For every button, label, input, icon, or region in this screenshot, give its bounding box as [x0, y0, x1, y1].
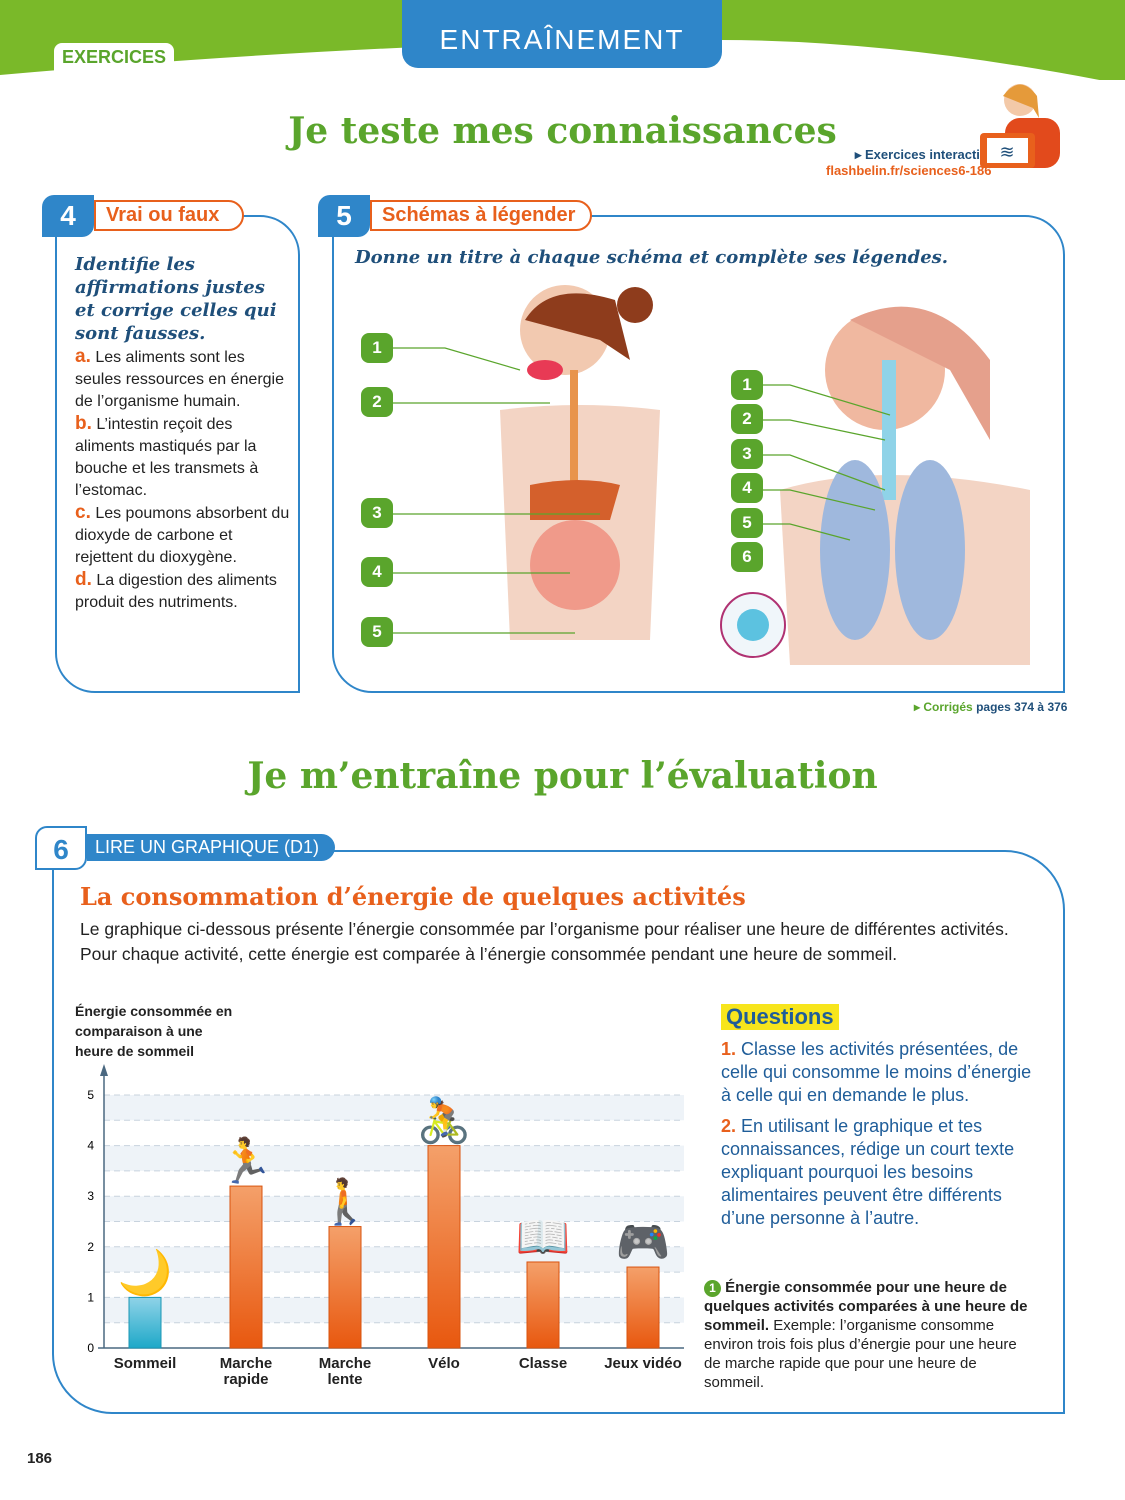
digestive-system-illustration [500, 285, 660, 640]
y-tick-label: 5 [87, 1088, 94, 1102]
y-tick-label: 2 [87, 1240, 94, 1254]
grid-band [104, 1095, 684, 1121]
exercise-title: Vrai ou faux [94, 200, 244, 231]
intro-text: Le graphique ci-dessous présente l’énerg… [80, 919, 1009, 964]
girl-laptop-illustration: ≋ [980, 84, 1060, 168]
caption-number: 1 [704, 1280, 721, 1297]
instruction: Donne un titre à chaque schéma et complè… [355, 247, 949, 268]
wifi-icon: ≋ [999, 142, 1014, 163]
bicycle-icon: 🚴 [417, 1096, 472, 1147]
caption-bold: Énergie consommée pour une heure de quel… [704, 1279, 1028, 1334]
exercise-5-box [332, 215, 1065, 693]
legend-number: 3 [731, 439, 763, 469]
interactive-label: ▸ Exercices interactifs [854, 147, 992, 162]
legend-number: 1 [731, 370, 763, 400]
y-tick-label: 0 [87, 1341, 94, 1355]
category-label: Marche rapide [219, 1355, 273, 1388]
item-letter: c. [75, 502, 91, 523]
bar-velo [427, 1145, 461, 1349]
category-label: Jeux vidéo [604, 1355, 682, 1372]
statement-item: b. L’intestin reçoit des aliments mastiq… [75, 413, 290, 502]
item-letter: a. [75, 346, 91, 367]
legend-number: 2 [731, 404, 763, 434]
interactive-link[interactable]: ▸ Exercices interactifs flashbelin.fr/sc… [826, 147, 991, 178]
item-text: L’intestin reçoit des aliments mastiqués… [75, 416, 259, 499]
exercise-number: 5 [318, 195, 370, 237]
bar-sommeil [128, 1296, 162, 1349]
question-text: Classe les activités présentées, de cell… [721, 1039, 1032, 1105]
legend-number: 5 [731, 508, 763, 538]
chart-caption: 1 Énergie consommée pour une heure de qu… [704, 1278, 1034, 1392]
category-label: Classe [518, 1355, 568, 1372]
question-number: 1. [721, 1039, 737, 1059]
caption-text: Exemple: l’organisme consomme environ tr… [704, 1317, 1017, 1391]
item-text: Les poumons absorbent du dioxyde de carb… [75, 505, 290, 566]
moon-icon: 🌙 [118, 1247, 173, 1298]
y-tick-label: 4 [87, 1139, 94, 1153]
item-letter: d. [75, 569, 92, 590]
y-tick-label: 1 [87, 1290, 94, 1304]
questions-title: Questions [721, 1004, 839, 1030]
section-tag: EXERCICES [54, 43, 175, 72]
corriges-prefix: ▸ Corrigés [914, 700, 973, 714]
bar-marche-rapide [229, 1185, 263, 1349]
bar-classe [526, 1261, 560, 1349]
legend-number: 3 [361, 498, 393, 528]
legend-number: 5 [361, 617, 393, 647]
running-icon: 🏃 [219, 1136, 274, 1187]
question-list: 1. Classe les activités présentées, de c… [721, 1038, 1036, 1238]
grid-band [104, 1145, 684, 1171]
statement-list: a. Les aliments sont les seules ressourc… [75, 346, 290, 614]
grid-band [104, 1196, 684, 1222]
bar-chart: 0 1 2 3 4 5 🌙 🏃 🚶 🚴 📖 🎮 [87, 1064, 684, 1355]
legend-number: 4 [731, 473, 763, 503]
question-number: 2. [721, 1116, 737, 1136]
exercise-6-box [52, 850, 1065, 1414]
page-title: Je teste mes connaissances [288, 110, 837, 152]
category-label: Sommeil [113, 1355, 177, 1372]
question-item: 2. En utilisant le graphique et tes conn… [721, 1115, 1036, 1230]
question-item: 1. Classe les activités présentées, de c… [721, 1038, 1036, 1107]
category-label: Vélo [428, 1355, 460, 1372]
bar-marche-lente [328, 1226, 362, 1349]
respiratory-system-illustration [720, 306, 1030, 665]
interactive-url[interactable]: flashbelin.fr/sciences6-186 [826, 163, 992, 178]
legend-number: 1 [361, 333, 393, 363]
statement-item: a. Les aliments sont les seules ressourc… [75, 346, 290, 413]
question-text: En utilisant le graphique et tes connais… [721, 1116, 1015, 1228]
item-letter: b. [75, 413, 92, 434]
instruction: Identifie les affirmations justes et cor… [75, 254, 277, 344]
statement-item: d. La digestion des aliments produit des… [75, 569, 290, 614]
grid-band [104, 1246, 684, 1273]
legend-number: 2 [361, 387, 393, 417]
corriges-link[interactable]: ▸ Corrigés pages 374 à 376 [914, 700, 1067, 714]
digestive-respiratory-diagrams [393, 285, 1030, 665]
section-title: Je m’entraîne pour l’évaluation [247, 755, 878, 797]
item-text: La digestion des aliments produit des nu… [75, 572, 277, 611]
corriges-pages: pages 374 à 376 [976, 700, 1068, 714]
bar-jeux-video [626, 1266, 660, 1349]
walking-icon: 🚶 [318, 1177, 373, 1228]
book-icon: 📖 [516, 1212, 571, 1263]
gamepad-icon: 🎮 [616, 1217, 671, 1268]
exercise-title: La consommation d’énergie de quelques ac… [80, 882, 746, 911]
banner-title: ENTRAÎNEMENT [402, 0, 722, 68]
y-axis-arrow [100, 1064, 108, 1076]
exercise-number: 4 [42, 195, 94, 237]
y-tick-label: 3 [87, 1189, 94, 1203]
legend-number: 4 [361, 557, 393, 587]
exercise-tag: LIRE UN GRAPHIQUE (D1) [87, 834, 336, 861]
item-text: Les aliments sont les seules ressources … [75, 349, 285, 410]
exercise-number: 6 [35, 826, 87, 870]
category-label: Marche lente [318, 1355, 372, 1388]
page-number: 186 [27, 1450, 53, 1467]
y-axis-label: Énergie consommée en comparaison à une h… [75, 1003, 233, 1059]
exercise-title: Schémas à légender [370, 200, 592, 231]
grid-band [104, 1297, 684, 1323]
legend-number: 6 [731, 542, 763, 572]
statement-item: c. Les poumons absorbent du dioxyde de c… [75, 502, 290, 569]
